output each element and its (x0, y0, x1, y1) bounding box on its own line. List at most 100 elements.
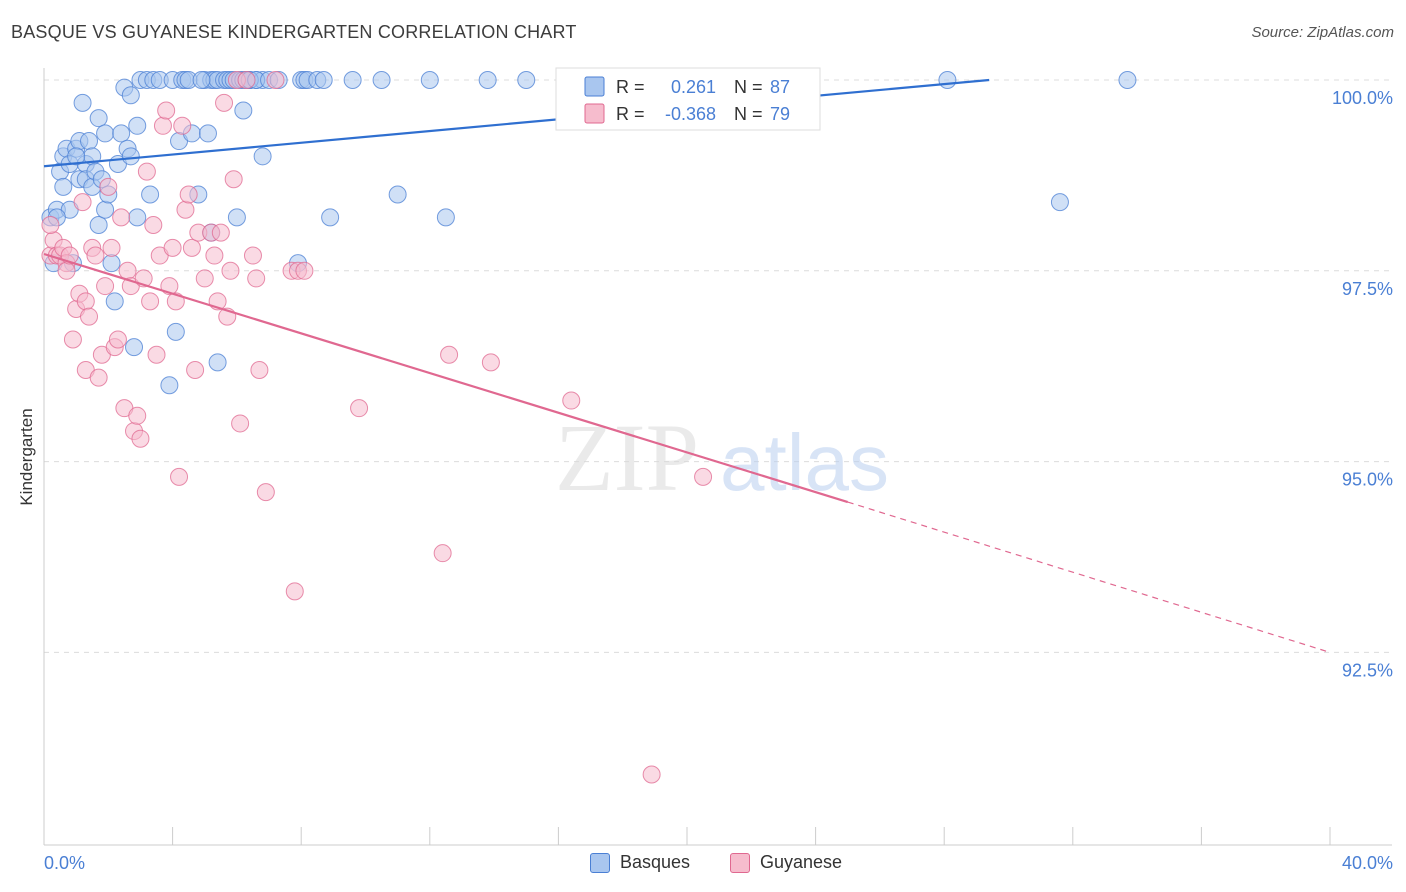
legend-label-basques: Basques (620, 852, 691, 872)
data-point-basques (343, 71, 362, 89)
watermark: ZIP atlas (555, 404, 889, 511)
data-point-guyanese (440, 345, 459, 364)
legend-n-value-guyanese: 79 (770, 104, 790, 124)
y-tick-label: 97.5% (1342, 279, 1393, 299)
data-point-guyanese (433, 544, 452, 563)
data-point-guyanese (108, 330, 127, 349)
data-point-guyanese (137, 162, 156, 181)
data-point-guyanese (243, 246, 262, 265)
data-point-basques (89, 216, 108, 235)
trend-lines (43, 78, 1331, 653)
data-point-guyanese (170, 467, 189, 486)
data-point-guyanese (89, 368, 108, 387)
data-point-guyanese (176, 200, 195, 219)
data-point-guyanese (642, 765, 661, 784)
data-point-basques (372, 71, 391, 89)
watermark-atlas: atlas (720, 418, 889, 507)
data-point-guyanese (99, 177, 118, 196)
data-point-basques (938, 71, 957, 89)
data-point-basques (121, 147, 140, 166)
legend-item-guyanese[interactable]: Guyanese (730, 852, 842, 873)
chart-title: BASQUE VS GUYANESE KINDERGARTEN CORRELAT… (11, 22, 577, 42)
data-point-basques (517, 71, 536, 89)
data-point-basques (105, 292, 124, 311)
legend-swatch-guyanese-bottom (730, 852, 750, 873)
data-point-guyanese (221, 261, 240, 280)
data-point-basques (208, 353, 227, 372)
legend-r-value-guyanese: -0.368 (665, 104, 716, 124)
x-tick-label-min: 0.0% (44, 853, 85, 873)
gridlines (44, 79, 1392, 653)
data-point-guyanese (266, 71, 285, 89)
data-point-guyanese (141, 292, 160, 311)
y-tick-label: 92.5% (1342, 660, 1393, 680)
data-point-guyanese (131, 429, 150, 448)
data-point-guyanese (163, 238, 182, 257)
data-point-guyanese (144, 216, 163, 235)
legend-swatch-basques (584, 76, 605, 97)
y-tick-label: 95.0% (1342, 470, 1393, 490)
data-point-guyanese (481, 353, 500, 372)
y-tick-labels: 100.0% 97.5% 95.0% 92.5% (1332, 88, 1393, 680)
legend-swatch-guyanese (584, 103, 605, 124)
data-point-guyanese (86, 246, 105, 265)
legend-swatch-basques-bottom (590, 852, 610, 873)
data-point-basques (96, 200, 115, 219)
data-point-guyanese (205, 246, 224, 265)
x-tick-labels: 0.0% 40.0% (44, 853, 1393, 873)
data-point-guyanese (73, 193, 92, 212)
legend-n-value-basques: 87 (770, 77, 790, 97)
legend-r-label-guyanese: R = (616, 104, 645, 124)
data-point-basques (478, 71, 497, 89)
data-point-guyanese (118, 261, 137, 280)
x-tick-label-max: 40.0% (1342, 853, 1393, 873)
data-point-basques (112, 124, 131, 143)
data-point-basques (128, 116, 147, 135)
data-point-basques (80, 132, 99, 151)
data-point-guyanese (211, 223, 230, 242)
data-point-basques (227, 208, 246, 227)
data-point-basques (128, 208, 147, 227)
data-point-basques (67, 147, 86, 166)
data-points (41, 71, 1137, 784)
data-point-guyanese (182, 238, 201, 257)
trend-line-guyanese-extension (847, 501, 1331, 653)
data-point-basques (234, 101, 253, 120)
data-point-guyanese (256, 483, 275, 502)
stats-legend: R = 0.261 N = 87 R = -0.368 N = 79 (555, 67, 821, 131)
data-point-basques (54, 177, 73, 196)
data-point-basques (436, 208, 455, 227)
data-point-guyanese (237, 71, 256, 89)
legend-n-label-basques: N = (734, 77, 763, 97)
axes (43, 68, 1392, 846)
data-point-guyanese (195, 269, 214, 288)
data-point-guyanese (224, 170, 243, 189)
data-point-basques (160, 376, 179, 395)
data-point-guyanese (562, 391, 581, 410)
watermark-zip: ZIP (555, 404, 699, 511)
data-point-basques (192, 71, 211, 89)
data-point-guyanese (80, 307, 99, 326)
data-point-guyanese (285, 582, 304, 601)
data-point-guyanese (215, 93, 234, 112)
legend-r-value-basques: 0.261 (671, 77, 716, 97)
y-tick-label: 100.0% (1332, 88, 1393, 108)
data-point-guyanese (186, 361, 205, 380)
legend-item-basques[interactable]: Basques (590, 852, 690, 873)
data-point-guyanese (179, 185, 198, 204)
data-point-basques (73, 93, 92, 112)
trend-line-guyanese (43, 252, 849, 504)
legend-label-guyanese: Guyanese (760, 852, 843, 872)
data-point-basques (125, 338, 144, 357)
y-axis-label: Kindergarten (17, 408, 36, 506)
data-point-basques (314, 71, 333, 89)
data-point-guyanese (41, 216, 60, 235)
data-point-basques (253, 147, 272, 166)
data-point-basques (321, 208, 340, 227)
data-point-basques (102, 254, 121, 273)
data-point-guyanese (173, 116, 192, 135)
data-point-basques (89, 109, 108, 128)
data-point-guyanese (350, 399, 369, 418)
data-point-basques (388, 185, 407, 204)
